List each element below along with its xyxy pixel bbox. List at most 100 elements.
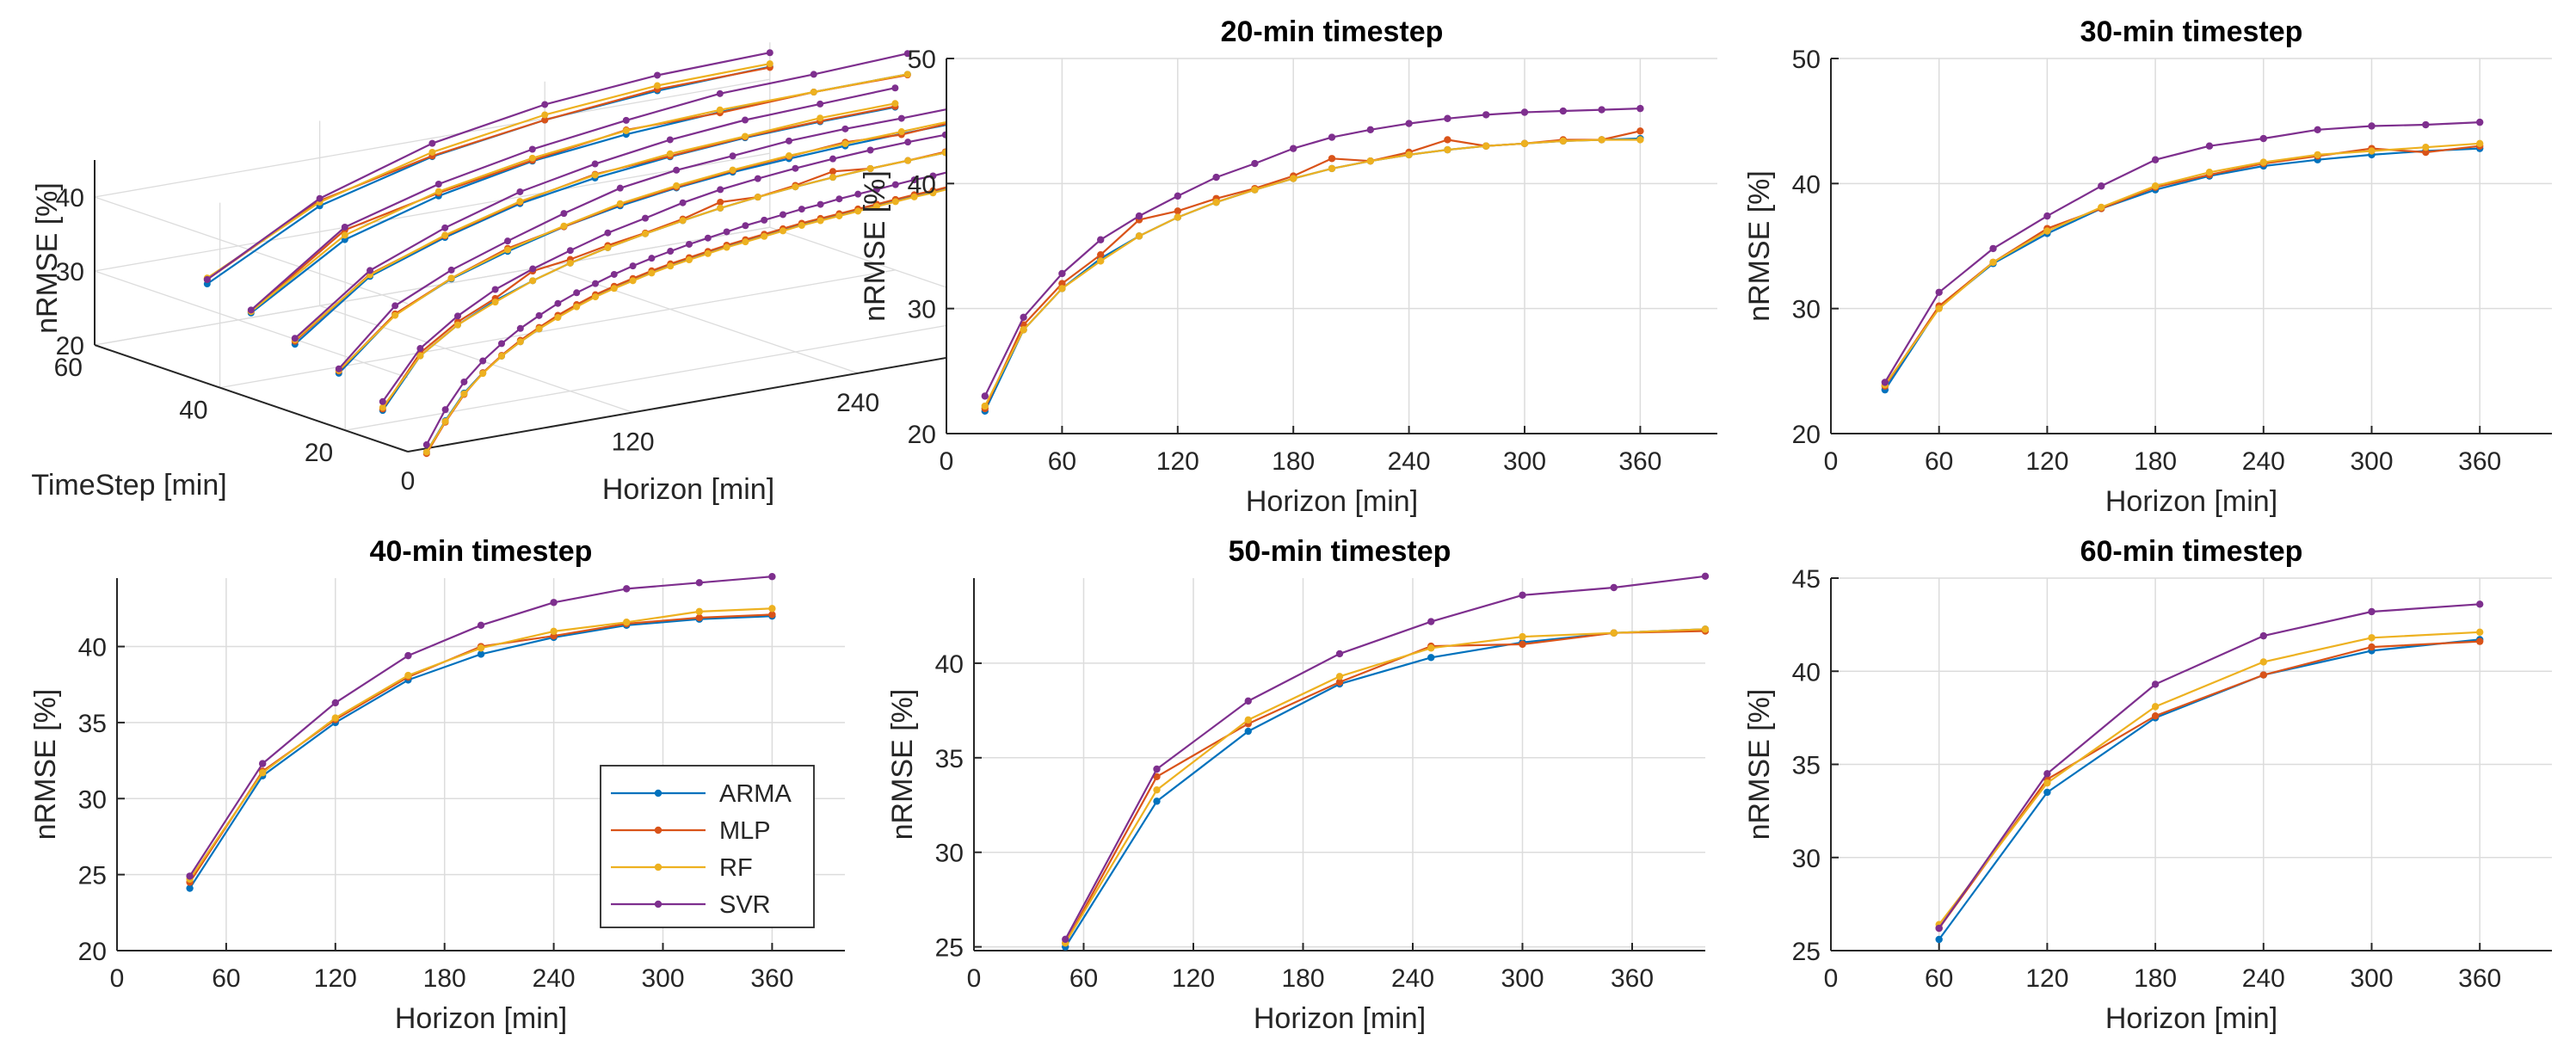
data-point-svr (1444, 114, 1451, 122)
3d-data-point-svr (554, 299, 562, 307)
legend-label: ARMA (719, 780, 792, 808)
chart-30-min-timestep: 0 60 120 180 240 300 360 20 30 40 50 30-min timeste… (1743, 15, 2552, 518)
nrmse-axis-title: nRMSE [%] (31, 182, 64, 334)
3d-data-point-rf (566, 259, 574, 267)
3d-data-point-svr (335, 365, 342, 373)
y-tick-label: 35 (1792, 752, 1821, 780)
data-point-svr (2151, 680, 2160, 688)
3d-data-point-rf (780, 227, 786, 235)
y-tick-label: 30 (1792, 845, 1821, 873)
3d-data-point-rf (441, 417, 449, 425)
3d-data-point-rf (742, 132, 749, 140)
data-point-rf (695, 607, 703, 616)
timestep-axis (94, 344, 409, 453)
3d-data-point-svr (573, 289, 581, 297)
3d-data-point-svr (535, 311, 543, 319)
3d-data-point-svr (604, 229, 612, 237)
3d-data-point-mlp (541, 116, 549, 124)
data-point-rf (1519, 632, 1526, 641)
3d-data-point-rf (428, 148, 436, 156)
data-point-rf (404, 671, 412, 680)
3d-data-point-rf (454, 321, 461, 329)
series-line-svr (1938, 603, 2480, 929)
timestep-tick-label: 20 (305, 439, 333, 467)
x-tick-label: 240 (1391, 964, 1434, 993)
legend-label: MLP (719, 817, 771, 845)
data-point-mlp (2368, 643, 2376, 651)
series-line-svr (1883, 121, 2480, 383)
horizon-tick-label: 240 (836, 389, 879, 417)
y-tick-label: 20 (908, 421, 936, 449)
3d-data-point-rf (810, 89, 817, 96)
data-point-mlp (1328, 155, 1336, 163)
3d-data-point-svr (817, 200, 824, 208)
x-tick-label: 240 (2242, 447, 2285, 476)
data-point-svr (2043, 212, 2051, 220)
x-tick-label: 60 (1925, 447, 1953, 476)
data-point-svr (1989, 244, 1997, 253)
3d-data-point-rf (379, 403, 386, 411)
data-point-svr (1290, 145, 1297, 152)
3d-data-point-svr (479, 357, 487, 365)
3d-data-point-rf (717, 204, 724, 212)
series-line-mlp (1938, 640, 2480, 929)
3d-data-point-svr (679, 199, 687, 206)
data-point-rf (1935, 305, 1943, 312)
3d-data-point-rf (817, 217, 824, 225)
data-point-rf (2476, 139, 2484, 148)
data-point-rf (2151, 703, 2160, 711)
3d-series-line-rf (338, 119, 958, 372)
3d-data-point-rf (541, 111, 549, 119)
chart-title: 60-min timestep (2080, 535, 2303, 568)
3d-data-point-rf (391, 311, 399, 319)
data-point-rf (331, 714, 339, 722)
x-tick-label: 300 (1501, 964, 1544, 993)
3d-data-point-svr (491, 286, 499, 293)
data-point-rf (2098, 203, 2105, 212)
y-tick-label: 20 (78, 938, 107, 966)
3d-data-point-svr (716, 89, 724, 97)
data-point-rf (2205, 169, 2214, 176)
y-tick-label: 50 (908, 46, 936, 74)
3d-data-point-rf (897, 128, 905, 136)
legend-marker-arma (654, 789, 662, 797)
3d-data-point-svr (829, 155, 836, 163)
3d-series-line-svr (337, 106, 958, 370)
3d-data-point-rf (873, 202, 880, 210)
timestep-axis-title: TimeStep [min] (31, 469, 226, 502)
3d-data-point-rf (460, 390, 468, 397)
3d-data-point-rf (723, 243, 730, 251)
data-point-svr (1701, 572, 1710, 581)
3d-data-point-svr (460, 378, 468, 385)
data-point-svr (1482, 111, 1490, 119)
y-tick-label: 30 (935, 840, 964, 868)
y-tick-label: 35 (78, 710, 107, 738)
y-tick-label: 50 (1792, 46, 1821, 74)
3d-data-point-svr (910, 176, 918, 184)
3d-data-point-rf (716, 106, 724, 114)
y-tick-label: 25 (78, 862, 107, 890)
3d-data-point-rf (704, 249, 712, 257)
3d-data-point-svr (729, 152, 736, 160)
data-point-mlp (1636, 127, 1644, 135)
data-point-svr (1251, 159, 1259, 168)
chart-40-min-timestep: 0 60 120 180 240 300 360 20 25 30 35 40 40-min times… (29, 535, 845, 1035)
3d-data-point-svr (616, 184, 624, 192)
3d-data-point-svr (610, 270, 618, 278)
3d-data-point-svr (504, 237, 511, 245)
data-point-svr (623, 585, 631, 593)
3d-data-point-svr (742, 222, 749, 230)
3d-data-point-rf (786, 152, 792, 160)
data-point-svr (1405, 120, 1413, 127)
3d-data-point-rf (754, 194, 761, 201)
data-point-rf (623, 619, 631, 626)
x-tick-label: 180 (423, 964, 466, 993)
3d-data-point-rf (479, 370, 487, 378)
3d-data-point-svr (422, 440, 430, 448)
data-point-rf (2422, 143, 2430, 151)
3d-data-point-svr (529, 265, 537, 273)
data-point-mlp (2476, 637, 2484, 645)
data-point-rf (1020, 326, 1027, 334)
y-tick-label: 30 (1792, 296, 1821, 324)
